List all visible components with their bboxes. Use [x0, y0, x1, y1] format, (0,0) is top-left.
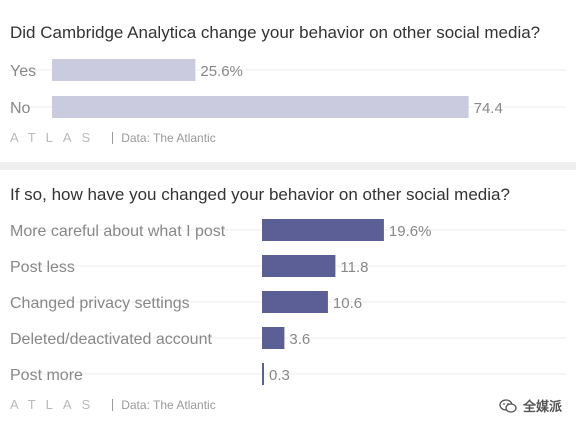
atlas-logo: ATLAS — [10, 397, 101, 412]
value-label: 19.6% — [389, 223, 432, 240]
footer-divider — [112, 131, 114, 144]
source-label: Data: The Atlantic — [121, 397, 216, 412]
category-label: Post less — [10, 259, 75, 276]
chart-title-2: If so, how have you changed your behavio… — [10, 185, 510, 204]
category-label: Yes — [10, 63, 36, 80]
value-label: 10.6 — [333, 295, 362, 312]
category-label: Changed privacy settings — [10, 295, 190, 312]
watermark: 全媒派 — [499, 396, 562, 415]
footer-divider — [112, 398, 114, 411]
value-label: 74.4 — [474, 100, 503, 117]
watermark-text: 全媒派 — [522, 399, 562, 414]
bar — [262, 327, 285, 349]
chart-title-1: Did Cambridge Analytica change your beha… — [10, 23, 541, 42]
value-label: 3.6 — [289, 331, 310, 348]
chart-footer-2: ATLAS Data: The Atlantic — [10, 397, 216, 412]
chart-panel-1: Did Cambridge Analytica change your beha… — [0, 0, 576, 162]
chart-panel-2: If so, how have you changed your behavio… — [0, 170, 576, 427]
bar — [262, 219, 384, 241]
value-label: 11.8 — [340, 259, 368, 276]
value-label: 0.3 — [269, 367, 290, 384]
bar — [262, 255, 336, 277]
value-label: 25.6% — [200, 63, 243, 80]
chart-footer-1: ATLAS Data: The Atlantic — [10, 130, 216, 145]
bar — [262, 363, 264, 385]
panel-separator — [0, 162, 576, 170]
atlas-logo: ATLAS — [10, 130, 101, 145]
bar — [52, 96, 469, 118]
category-label: Post more — [10, 367, 83, 384]
source-label: Data: The Atlantic — [121, 130, 216, 145]
wechat-icon — [499, 398, 517, 413]
bar — [262, 291, 328, 313]
category-label: Deleted/deactivated account — [10, 331, 212, 348]
category-label: More careful about what I post — [10, 223, 226, 240]
chart-1: Yes 25.6% No 74.4 — [10, 59, 566, 118]
bar — [52, 59, 196, 81]
chart-2: More careful about what I post 19.6% Post … — [10, 219, 566, 385]
category-label: No — [10, 100, 31, 117]
